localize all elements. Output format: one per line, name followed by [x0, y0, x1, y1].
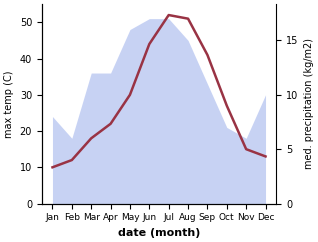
Y-axis label: med. precipitation (kg/m2): med. precipitation (kg/m2) [304, 38, 314, 169]
Y-axis label: max temp (C): max temp (C) [4, 70, 14, 138]
X-axis label: date (month): date (month) [118, 228, 200, 238]
